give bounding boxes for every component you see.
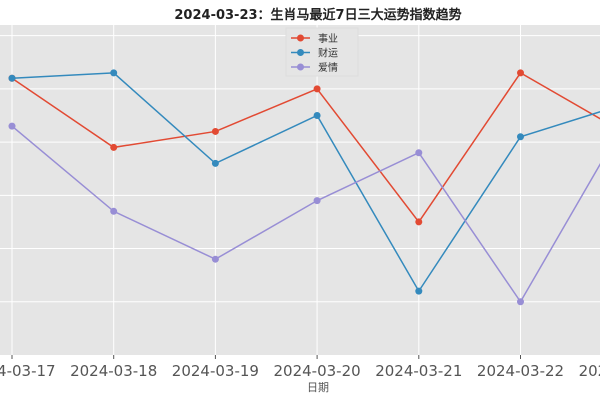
data-point: [517, 298, 524, 306]
data-point: [211, 127, 219, 135]
data-point: [211, 159, 219, 167]
x-tick-label: 2024-03-21: [375, 362, 462, 380]
x-tick-label: 2024-03-22: [477, 362, 564, 380]
data-point: [8, 122, 16, 130]
data-point: [313, 111, 321, 119]
x-tick-label: 2024-03-20: [274, 362, 361, 380]
legend-label: 爱情: [318, 61, 338, 74]
data-point: [415, 149, 423, 157]
x-tick-label: 2024-03-18: [70, 362, 157, 380]
data-point: [415, 287, 423, 295]
legend-marker: [297, 63, 304, 71]
legend-marker: [297, 49, 304, 56]
chart-title: 2024-03-23：生肖马最近7日三大运势指数趋势: [174, 7, 461, 23]
data-point: [110, 69, 118, 77]
x-axis-label: 日期: [307, 381, 329, 394]
data-point: [517, 133, 524, 141]
data-point: [8, 74, 16, 82]
data-point: [211, 255, 219, 263]
data-point: [517, 69, 524, 77]
data-point: [415, 218, 423, 226]
x-tick-label: 2024-03-23: [579, 362, 600, 380]
x-tick-label: 2024-03-17: [0, 362, 56, 380]
legend-label: 事业: [318, 32, 338, 45]
legend-label: 财运: [318, 47, 338, 60]
data-point: [313, 85, 321, 93]
data-point: [313, 197, 321, 205]
legend-marker: [297, 34, 304, 42]
x-tick-label: 2024-03-19: [172, 362, 259, 380]
data-point: [110, 207, 118, 215]
data-point: [110, 143, 118, 151]
plot-area: [0, 25, 600, 355]
